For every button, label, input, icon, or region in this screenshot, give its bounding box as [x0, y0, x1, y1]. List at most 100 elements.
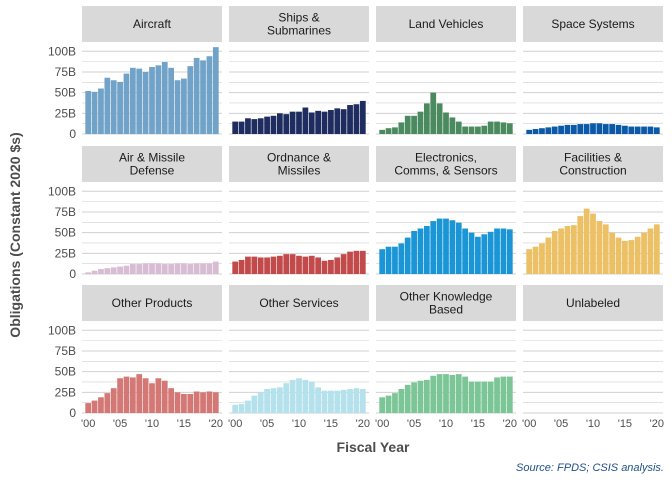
- y-tick-label: 75B: [55, 344, 76, 358]
- facet-panel: Land Vehicles: [376, 6, 516, 135]
- bar: [436, 218, 443, 274]
- bar: [436, 374, 443, 413]
- bar: [181, 393, 187, 413]
- bar: [257, 118, 264, 134]
- bar: [129, 67, 136, 134]
- bar: [353, 104, 360, 134]
- facet-strip: [523, 146, 663, 182]
- bar: [564, 124, 571, 134]
- bar: [283, 114, 290, 134]
- facet-title: Other Products: [112, 296, 193, 310]
- bar: [455, 121, 462, 134]
- facet-panel: Electronics,Comms, & Sensors: [376, 146, 516, 275]
- facet-title: Submarines: [267, 24, 331, 38]
- bar: [321, 390, 328, 413]
- x-tick-label: '05: [113, 418, 127, 430]
- facet-panel: Facilities &Construction: [523, 146, 663, 275]
- y-tick-label: 50B: [55, 86, 76, 100]
- bar: [455, 222, 462, 274]
- bar: [539, 243, 545, 274]
- bar: [104, 77, 111, 134]
- facet-title: Space Systems: [551, 17, 634, 31]
- bar: [136, 374, 143, 413]
- bar: [609, 124, 616, 134]
- bar: [91, 270, 98, 274]
- bar: [91, 91, 98, 134]
- bar: [570, 225, 577, 274]
- bar: [551, 230, 558, 274]
- bar: [379, 397, 386, 413]
- bar: [302, 107, 309, 134]
- bar: [570, 124, 577, 134]
- y-tick-label: 75B: [55, 205, 76, 219]
- x-tick-label: '00: [522, 418, 536, 430]
- bar: [149, 383, 155, 413]
- bar: [462, 126, 469, 134]
- bar: [359, 100, 366, 134]
- facet-title: Comms, & Sensors: [394, 164, 497, 178]
- bar: [264, 389, 270, 413]
- facet-title: Ships &: [278, 11, 319, 25]
- bar: [302, 256, 309, 274]
- bar: [98, 397, 104, 413]
- x-tick-label: '10: [292, 418, 306, 430]
- bar: [506, 229, 513, 274]
- bar: [200, 392, 206, 413]
- bar: [500, 376, 507, 413]
- bar: [628, 126, 635, 134]
- bar: [187, 66, 194, 134]
- bar: [596, 123, 603, 134]
- bar: [238, 259, 245, 274]
- y-tick-label: 0: [69, 267, 76, 281]
- bar: [392, 393, 398, 413]
- bar: [155, 378, 162, 413]
- bar: [123, 376, 130, 413]
- facet-strip: [376, 6, 516, 42]
- y-tick-label: 50B: [55, 365, 76, 379]
- bar: [590, 213, 596, 274]
- facet-strip: [376, 285, 516, 321]
- bar: [602, 224, 609, 274]
- x-tick-label: '00: [375, 418, 389, 430]
- bar: [187, 393, 194, 413]
- facet-panel: Space Systems: [523, 6, 663, 135]
- bar: [622, 240, 628, 274]
- x-tick-label: '15: [618, 418, 632, 430]
- bar: [245, 118, 251, 134]
- y-tick-label: 50B: [55, 226, 76, 240]
- facet-strip: [82, 6, 222, 42]
- bar: [91, 400, 98, 413]
- bar: [481, 234, 488, 274]
- bar: [296, 111, 302, 134]
- bar: [590, 123, 596, 134]
- bar: [117, 378, 123, 413]
- bar: [417, 380, 424, 413]
- x-axis-title: Fiscal Year: [337, 439, 410, 455]
- bar: [245, 256, 251, 274]
- bar: [98, 269, 104, 274]
- bar: [577, 216, 584, 274]
- bar: [289, 111, 296, 134]
- bar: [181, 263, 187, 274]
- bar: [468, 126, 475, 134]
- bar: [136, 264, 143, 274]
- x-tick-label: '15: [177, 418, 191, 430]
- bar: [423, 226, 430, 274]
- bar: [385, 395, 392, 413]
- bar: [142, 71, 149, 134]
- bar: [494, 121, 500, 134]
- bar: [500, 122, 507, 134]
- x-tick-label: '05: [554, 418, 568, 430]
- bar: [462, 376, 469, 413]
- bar: [609, 232, 616, 274]
- bar: [455, 374, 462, 413]
- bar: [347, 105, 353, 134]
- bar: [634, 126, 641, 134]
- bar: [398, 389, 405, 413]
- bar: [392, 246, 398, 274]
- bar: [545, 127, 552, 134]
- bar: [155, 65, 162, 134]
- bar: [232, 121, 239, 134]
